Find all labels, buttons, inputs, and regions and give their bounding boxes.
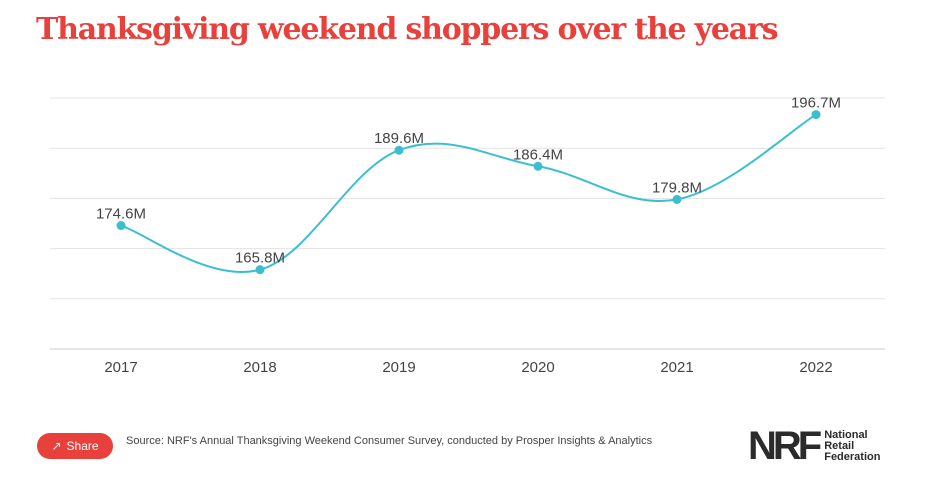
x-tick-label: 2020 bbox=[521, 359, 554, 376]
chart-title: Thanksgiving weekend shoppers over the y… bbox=[36, 12, 779, 47]
x-tick-label: 2021 bbox=[660, 359, 693, 376]
x-tick-label: 2018 bbox=[243, 359, 276, 376]
data-label: 165.8M bbox=[235, 250, 285, 267]
x-tick-label: 2022 bbox=[799, 359, 832, 376]
data-label: 174.6M bbox=[96, 206, 146, 223]
data-point[interactable] bbox=[672, 194, 682, 204]
data-point[interactable] bbox=[255, 265, 265, 275]
data-label: 186.4M bbox=[513, 146, 563, 163]
data-point[interactable] bbox=[116, 221, 126, 231]
data-point[interactable] bbox=[394, 145, 404, 155]
line-chart: 174.6M 2017 165.8M 2018 189.6M 2019 186.4M 2020… bbox=[50, 95, 885, 376]
source-note: Source: NRF's Annual Thanksgiving Weeken… bbox=[126, 435, 653, 447]
share-button[interactable]: ↗ Share bbox=[37, 433, 113, 459]
nrf-logo: NRF National Retail Federation bbox=[748, 424, 881, 468]
data-label: 196.7M bbox=[791, 95, 841, 112]
x-tick-label: 2019 bbox=[382, 359, 415, 376]
data-point[interactable] bbox=[533, 161, 543, 171]
x-tick-label: 2017 bbox=[104, 359, 137, 376]
series-line bbox=[120, 113, 817, 273]
share-icon: ↗ bbox=[51, 439, 62, 453]
data-label: 179.8M bbox=[652, 179, 702, 196]
data-point[interactable] bbox=[811, 110, 821, 120]
data-label: 189.6M bbox=[374, 130, 424, 147]
share-label: Share bbox=[66, 439, 99, 453]
